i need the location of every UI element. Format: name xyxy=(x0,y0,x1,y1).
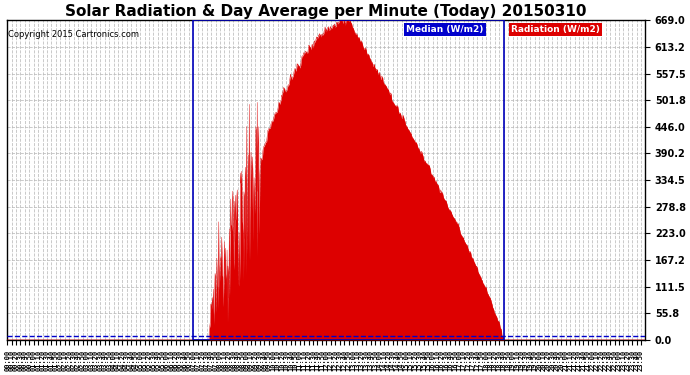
Title: Solar Radiation & Day Average per Minute (Today) 20150310: Solar Radiation & Day Average per Minute… xyxy=(66,4,587,19)
Bar xyxy=(193,20,504,340)
Text: Radiation (W/m2): Radiation (W/m2) xyxy=(511,25,600,34)
Text: Copyright 2015 Cartronics.com: Copyright 2015 Cartronics.com xyxy=(8,30,139,39)
Text: Median (W/m2): Median (W/m2) xyxy=(406,25,483,34)
